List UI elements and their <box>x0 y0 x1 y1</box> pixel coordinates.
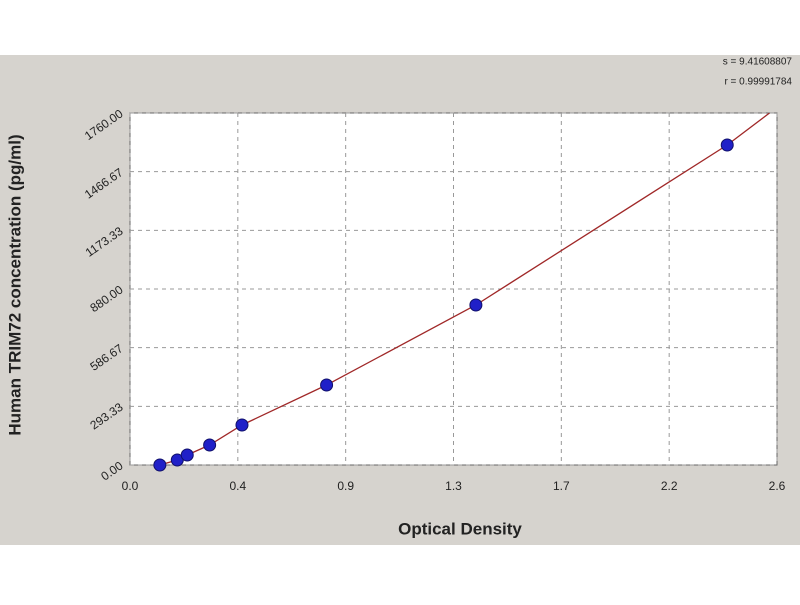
data-point <box>203 438 217 452</box>
x-tick-label: 2.2 <box>661 479 678 493</box>
data-point <box>180 448 194 462</box>
data-point <box>320 378 334 392</box>
data-point <box>720 138 734 152</box>
data-point <box>153 458 167 472</box>
data-point <box>469 298 483 312</box>
x-tick-label: 2.6 <box>769 479 786 493</box>
fit-line <box>158 113 770 465</box>
data-point <box>235 418 249 432</box>
x-tick-label: 1.7 <box>553 479 570 493</box>
x-tick-label: 0.0 <box>122 479 139 493</box>
x-tick-label: 1.3 <box>445 479 462 493</box>
x-tick-label: 0.9 <box>337 479 354 493</box>
annotation: r = 0.99991784 <box>724 77 792 88</box>
y-axis-title: Human TRIM72 concentration (pg/ml) <box>5 134 24 435</box>
x-axis-title: Optical Density <box>398 519 522 538</box>
annotation: s = 9.41608807 <box>723 57 793 68</box>
x-tick-label: 0.4 <box>229 479 246 493</box>
